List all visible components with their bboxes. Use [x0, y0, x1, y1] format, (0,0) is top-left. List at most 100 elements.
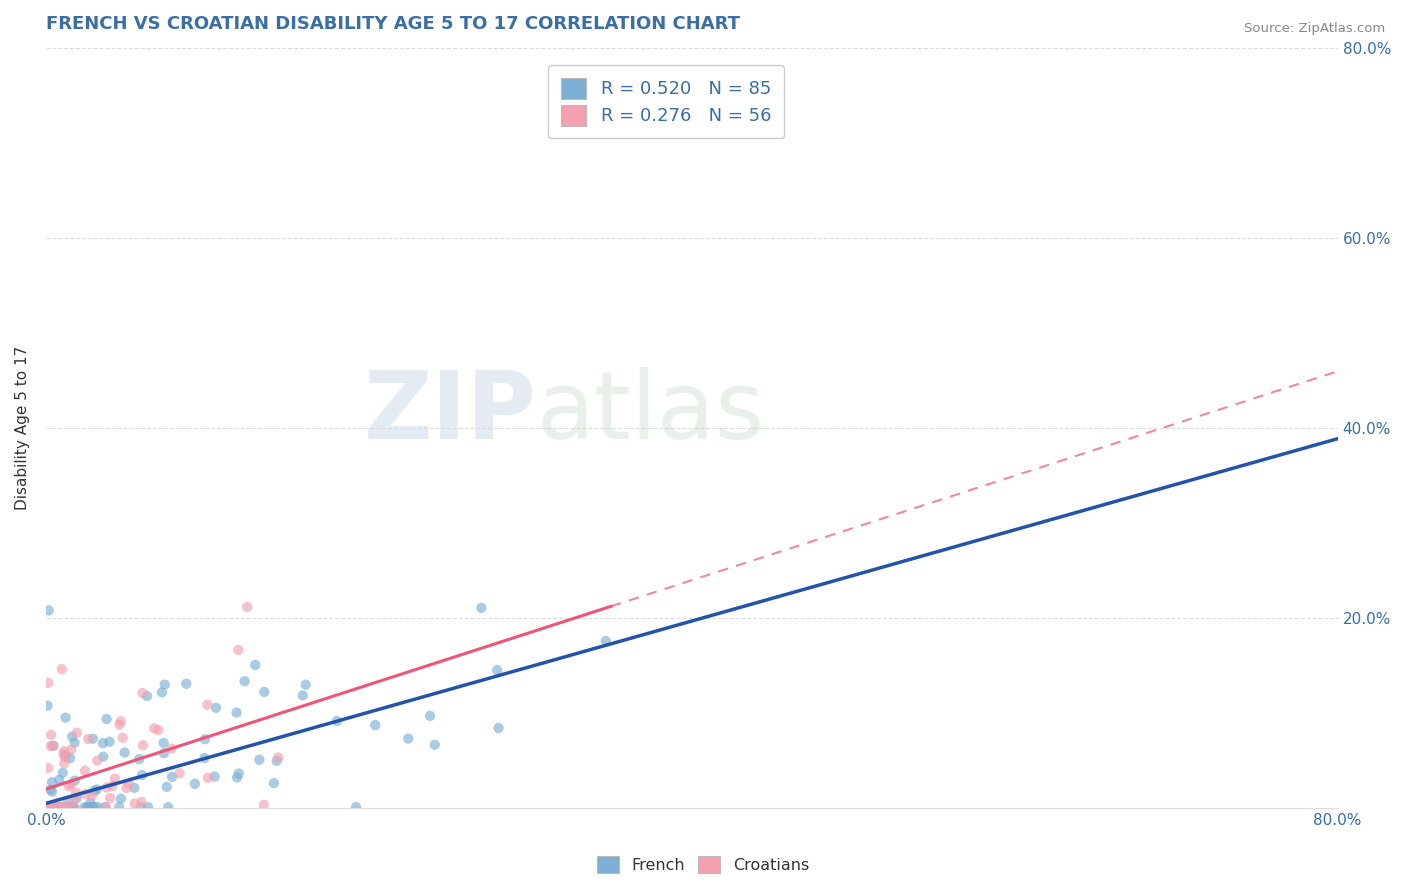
- Point: [77, 731, 100, 746]
- Point: [53, 744, 76, 758]
- Point: [51, 800, 73, 814]
- Point: [59, 777, 82, 791]
- Point: [37, 800, 59, 814]
- Point: [52, 747, 75, 761]
- Point: [73, 764, 96, 778]
- Point: [253, 797, 276, 812]
- Point: [266, 754, 288, 768]
- Point: [419, 709, 441, 723]
- Point: [122, 780, 145, 795]
- Point: [131, 768, 153, 782]
- Point: [225, 706, 247, 720]
- Point: [48, 772, 70, 787]
- Point: [110, 714, 132, 729]
- Text: Source: ZipAtlas.com: Source: ZipAtlas.com: [1244, 22, 1385, 36]
- Point: [60, 800, 83, 814]
- Point: [326, 714, 349, 728]
- Point: [53, 800, 76, 814]
- Point: [195, 698, 218, 712]
- Point: [396, 731, 419, 746]
- Point: [60, 742, 83, 756]
- Point: [63, 800, 86, 814]
- Point: [56, 795, 79, 809]
- Point: [233, 674, 256, 689]
- Point: [86, 782, 108, 797]
- Point: [41, 784, 63, 798]
- Legend: R = 0.520   N = 85, R = 0.276   N = 56: R = 0.520 N = 85, R = 0.276 N = 56: [548, 65, 783, 138]
- Point: [108, 718, 131, 732]
- Point: [58, 780, 80, 794]
- Point: [42, 739, 65, 753]
- Text: FRENCH VS CROATIAN DISABILITY AGE 5 TO 17 CORRELATION CHART: FRENCH VS CROATIAN DISABILITY AGE 5 TO 1…: [46, 15, 740, 33]
- Point: [423, 738, 446, 752]
- Text: atlas: atlas: [537, 368, 765, 459]
- Point: [60, 800, 83, 814]
- Point: [205, 700, 228, 714]
- Point: [94, 800, 117, 814]
- Point: [595, 634, 617, 648]
- Point: [364, 718, 387, 732]
- Point: [91, 736, 114, 750]
- Point: [39, 800, 62, 814]
- Point: [53, 750, 76, 764]
- Point: [488, 721, 510, 735]
- Point: [245, 657, 267, 672]
- Text: ZIP: ZIP: [364, 368, 537, 459]
- Point: [76, 800, 98, 814]
- Point: [79, 800, 101, 814]
- Point: [136, 689, 159, 703]
- Point: [131, 686, 153, 700]
- Point: [101, 779, 124, 793]
- Point: [148, 723, 170, 738]
- Point: [37, 800, 59, 814]
- Point: [226, 643, 249, 657]
- Point: [77, 800, 100, 814]
- Point: [193, 751, 215, 765]
- Point: [294, 678, 316, 692]
- Point: [204, 770, 226, 784]
- Point: [291, 689, 314, 703]
- Point: [156, 780, 179, 794]
- Point: [96, 780, 118, 795]
- Point: [344, 800, 367, 814]
- Point: [114, 746, 136, 760]
- Point: [150, 685, 173, 699]
- Point: [470, 600, 492, 615]
- Point: [63, 800, 86, 814]
- Point: [226, 771, 249, 785]
- Point: [98, 791, 121, 805]
- Point: [152, 736, 174, 750]
- Point: [263, 776, 285, 790]
- Point: [82, 800, 104, 814]
- Point: [37, 800, 59, 814]
- Point: [153, 678, 176, 692]
- Point: [131, 795, 153, 809]
- Point: [37, 761, 59, 775]
- Point: [82, 731, 104, 746]
- Point: [37, 676, 59, 690]
- Point: [96, 712, 118, 726]
- Point: [52, 765, 75, 780]
- Point: [45, 797, 67, 812]
- Point: [486, 663, 509, 677]
- Point: [143, 721, 166, 735]
- Point: [56, 800, 79, 814]
- Point: [98, 734, 121, 748]
- Point: [228, 766, 250, 780]
- Point: [53, 756, 76, 771]
- Point: [94, 800, 117, 814]
- Y-axis label: Disability Age 5 to 17: Disability Age 5 to 17: [15, 346, 30, 510]
- Point: [65, 786, 87, 800]
- Point: [46, 800, 69, 814]
- Point: [184, 777, 207, 791]
- Point: [91, 749, 114, 764]
- Point: [87, 800, 110, 814]
- Point: [124, 797, 146, 811]
- Point: [75, 787, 97, 801]
- Point: [39, 739, 62, 753]
- Point: [66, 791, 89, 805]
- Point: [66, 725, 89, 739]
- Point: [115, 780, 138, 795]
- Point: [110, 791, 132, 805]
- Point: [247, 753, 270, 767]
